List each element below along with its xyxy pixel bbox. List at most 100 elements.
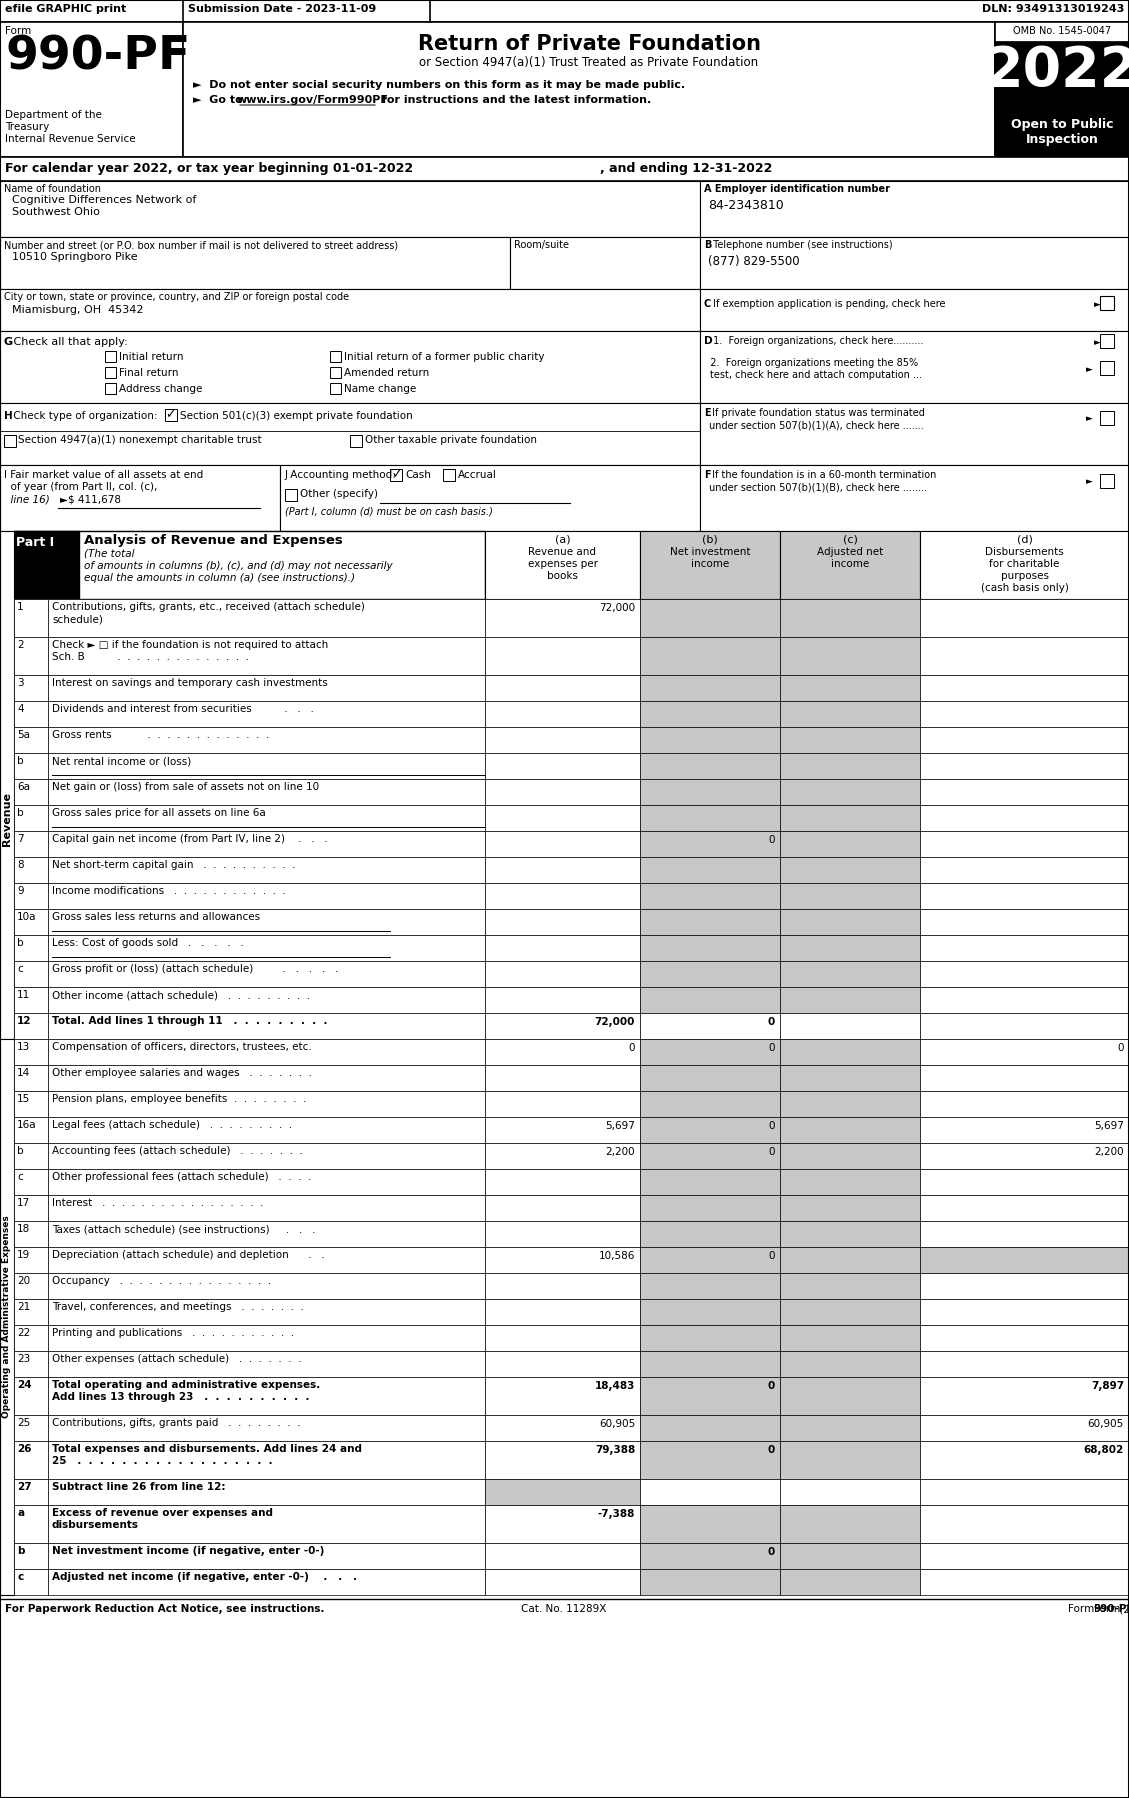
Bar bbox=[780, 910, 920, 935]
Bar bbox=[920, 1298, 1129, 1325]
Bar bbox=[640, 1248, 780, 1273]
Text: (2022): (2022) bbox=[1115, 1604, 1129, 1615]
Text: Gross sales price for all assets on line 6a: Gross sales price for all assets on line… bbox=[52, 807, 265, 818]
Bar bbox=[485, 1144, 640, 1169]
Text: Check ► □ if the foundation is not required to attach: Check ► □ if the foundation is not requi… bbox=[52, 640, 329, 651]
Bar bbox=[14, 1543, 49, 1570]
Text: b: b bbox=[17, 1546, 25, 1555]
Bar bbox=[105, 383, 116, 394]
Text: F: F bbox=[704, 469, 710, 480]
Text: 18,483: 18,483 bbox=[595, 1381, 634, 1392]
Text: G: G bbox=[5, 336, 14, 347]
Text: test, check here and attach computation ...: test, check here and attach computation … bbox=[710, 370, 922, 379]
Bar bbox=[0, 182, 700, 237]
Bar bbox=[49, 883, 485, 910]
Text: ✓: ✓ bbox=[391, 467, 402, 482]
Bar bbox=[640, 1273, 780, 1298]
Text: J Accounting method:: J Accounting method: bbox=[285, 469, 397, 480]
Text: (b): (b) bbox=[702, 536, 718, 545]
Bar bbox=[49, 831, 485, 858]
Text: 72,000: 72,000 bbox=[598, 602, 634, 613]
Text: Net gain or (loss) from sale of assets not on line 10: Net gain or (loss) from sale of assets n… bbox=[52, 782, 320, 791]
Text: 72,000: 72,000 bbox=[595, 1018, 634, 1027]
Text: 2022: 2022 bbox=[984, 43, 1129, 99]
Text: 25: 25 bbox=[17, 1419, 30, 1428]
Bar bbox=[780, 1480, 920, 1505]
Text: Other income (attach schedule)   .  .  .  .  .  .  .  .  .: Other income (attach schedule) . . . . .… bbox=[52, 991, 310, 1000]
Text: b: b bbox=[17, 755, 24, 766]
Bar bbox=[995, 41, 1129, 117]
Bar bbox=[14, 636, 49, 674]
Bar bbox=[49, 1415, 485, 1440]
Text: Open to Public
Inspection: Open to Public Inspection bbox=[1010, 119, 1113, 146]
Text: Internal Revenue Service: Internal Revenue Service bbox=[5, 135, 135, 144]
Bar bbox=[14, 910, 49, 935]
Text: c: c bbox=[17, 964, 23, 975]
Bar bbox=[640, 1091, 780, 1117]
Text: Final return: Final return bbox=[119, 369, 178, 378]
Bar bbox=[700, 403, 1129, 466]
Text: Depreciation (attach schedule) and depletion      .   .: Depreciation (attach schedule) and deple… bbox=[52, 1250, 325, 1260]
Text: 0: 0 bbox=[1118, 1043, 1124, 1054]
Text: of year (from Part II, col. (c),: of year (from Part II, col. (c), bbox=[5, 482, 157, 493]
Text: Legal fees (attach schedule)   .  .  .  .  .  .  .  .  .: Legal fees (attach schedule) . . . . . .… bbox=[52, 1120, 292, 1129]
Bar bbox=[485, 701, 640, 726]
Text: ✓: ✓ bbox=[165, 408, 175, 421]
Bar bbox=[485, 674, 640, 701]
Text: , and ending 12-31-2022: , and ending 12-31-2022 bbox=[599, 162, 772, 174]
Bar bbox=[14, 1064, 49, 1091]
Bar bbox=[49, 1298, 485, 1325]
Bar bbox=[350, 435, 362, 448]
Text: 7: 7 bbox=[17, 834, 24, 843]
Bar bbox=[780, 599, 920, 636]
Text: 16a: 16a bbox=[17, 1120, 36, 1129]
Text: Disbursements: Disbursements bbox=[986, 547, 1064, 557]
Bar bbox=[14, 1350, 49, 1377]
Bar bbox=[780, 1570, 920, 1595]
Text: equal the amounts in column (a) (see instructions).): equal the amounts in column (a) (see ins… bbox=[84, 574, 355, 583]
Text: Net rental income or (loss): Net rental income or (loss) bbox=[52, 755, 191, 766]
Bar bbox=[920, 1144, 1129, 1169]
Text: Other employee salaries and wages   .  .  .  .  .  .  .: Other employee salaries and wages . . . … bbox=[52, 1068, 312, 1079]
Text: If exemption application is pending, check here: If exemption application is pending, che… bbox=[710, 298, 945, 309]
Text: 2: 2 bbox=[17, 640, 24, 651]
Text: Miamisburg, OH  45342: Miamisburg, OH 45342 bbox=[12, 306, 143, 315]
Bar bbox=[920, 1064, 1129, 1091]
Text: Other (specify): Other (specify) bbox=[300, 489, 378, 500]
Bar bbox=[780, 1117, 920, 1144]
Bar bbox=[780, 1221, 920, 1248]
Text: www.irs.gov/Form990PF: www.irs.gov/Form990PF bbox=[237, 95, 388, 104]
Bar bbox=[49, 1273, 485, 1298]
Bar bbox=[49, 726, 485, 753]
Bar bbox=[920, 1543, 1129, 1570]
Text: 0: 0 bbox=[769, 1043, 774, 1054]
Bar bbox=[700, 182, 1129, 237]
Text: b: b bbox=[17, 1145, 24, 1156]
Bar bbox=[780, 1169, 920, 1196]
Bar bbox=[49, 701, 485, 726]
Text: expenses per: expenses per bbox=[527, 559, 597, 568]
Bar bbox=[780, 1325, 920, 1350]
Bar bbox=[995, 22, 1129, 156]
Text: 17: 17 bbox=[17, 1197, 30, 1208]
Text: ►  Do not enter social security numbers on this form as it may be made public.: ► Do not enter social security numbers o… bbox=[193, 79, 685, 90]
Bar bbox=[780, 1350, 920, 1377]
Bar bbox=[640, 1064, 780, 1091]
Bar bbox=[485, 1117, 640, 1144]
Bar bbox=[14, 530, 485, 599]
Bar bbox=[780, 1144, 920, 1169]
Text: under section 507(b)(1)(B), check here ........: under section 507(b)(1)(B), check here .… bbox=[709, 484, 927, 493]
Text: 24: 24 bbox=[17, 1381, 32, 1390]
Text: ►: ► bbox=[1094, 300, 1101, 309]
Bar bbox=[640, 599, 780, 636]
Bar bbox=[183, 22, 995, 156]
Bar bbox=[14, 1415, 49, 1440]
Bar bbox=[14, 1039, 49, 1064]
Bar bbox=[14, 1273, 49, 1298]
Bar bbox=[920, 1273, 1129, 1298]
Bar bbox=[485, 1012, 640, 1039]
Text: Southwest Ohio: Southwest Ohio bbox=[12, 207, 99, 218]
Bar bbox=[920, 753, 1129, 779]
Bar bbox=[49, 1440, 485, 1480]
Text: 0: 0 bbox=[769, 1120, 774, 1131]
